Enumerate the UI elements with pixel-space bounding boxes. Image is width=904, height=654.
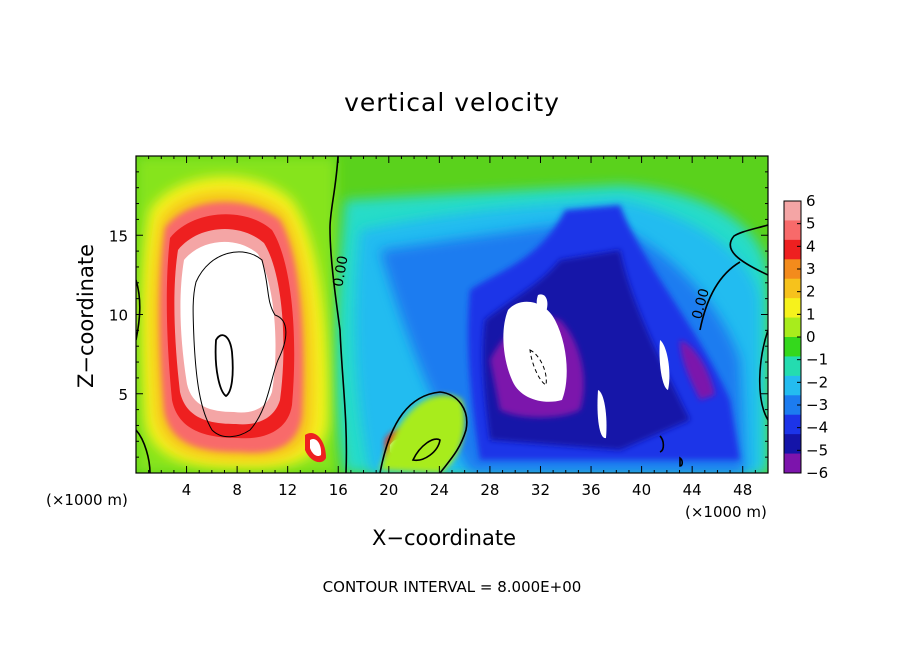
- colorbar-swatch: [784, 434, 801, 455]
- colorbar-label: 5: [806, 215, 816, 233]
- x-tick-label: 48: [733, 481, 752, 499]
- x-tick-label: 16: [329, 481, 348, 499]
- x-unit-label-right: (×1000 m): [685, 503, 767, 521]
- x-tick-label: 44: [683, 481, 702, 499]
- x-tick-label: 32: [531, 481, 550, 499]
- colorbar-label: −2: [806, 373, 828, 391]
- colorbar-label: 3: [806, 260, 816, 278]
- colorbar-swatch: [784, 337, 801, 357]
- colorbar-label: −6: [806, 464, 828, 482]
- contour-labels: 0.00 0.00: [330, 255, 712, 322]
- colorbar-swatch: [784, 201, 801, 221]
- contour-value-label: 0.00: [330, 255, 351, 288]
- updraft-contours: [192, 251, 287, 438]
- colorbar: 6 5 4 3 2 1 0 −1 −2 −3 −4 −5 −6: [783, 192, 828, 482]
- colorbar-swatch: [784, 395, 801, 416]
- colorbar-swatch: [784, 278, 801, 299]
- x-tick-label: 20: [379, 481, 398, 499]
- colorbar-label: 2: [806, 283, 816, 301]
- colorbar-label: −1: [806, 351, 828, 369]
- colorbar-swatch: [784, 356, 801, 377]
- colorbar-label: 0: [806, 328, 816, 346]
- x-tick-label: 12: [278, 481, 297, 499]
- x-axis: 4 8 12 16 20 24 28 32 36 40 44 48: [148, 156, 756, 499]
- colorbar-label: −4: [806, 419, 828, 437]
- colorbar-swatch: [784, 220, 801, 241]
- dashed-contours: [529, 349, 547, 386]
- colorbar-swatch: [784, 298, 801, 319]
- y-tick-label: 10: [109, 307, 128, 325]
- x-tick-label: 28: [480, 481, 499, 499]
- colorbar-swatch: [784, 375, 801, 396]
- chart-title: vertical velocity: [344, 88, 560, 117]
- colorbar-swatch: [784, 414, 801, 435]
- colorbar-swatch: [784, 259, 801, 280]
- y-tick-label: 15: [109, 227, 128, 245]
- x-tick-label: 36: [581, 481, 600, 499]
- x-tick-label: 24: [430, 481, 449, 499]
- colorbar-swatch: [784, 453, 801, 474]
- contour-value-label: 0.00: [689, 287, 713, 321]
- colorbar-swatch: [784, 239, 801, 260]
- colorbar-label: 4: [806, 237, 816, 255]
- contour-interval-note: CONTOUR INTERVAL = 8.000E+00: [322, 578, 582, 596]
- x-tick-label: 4: [182, 481, 192, 499]
- y-axis-label: Z−coordinate: [74, 244, 98, 388]
- y-axis: 5 10 15: [109, 171, 768, 458]
- x-tick-label: 8: [232, 481, 242, 499]
- contour-lines: [136, 156, 768, 473]
- colorbar-label: −3: [806, 396, 828, 414]
- colorbar-label: −5: [806, 441, 828, 459]
- y-tick-label: 5: [118, 386, 128, 404]
- colorbar-swatch: [784, 317, 801, 338]
- velocity-field: [136, 156, 768, 473]
- colorbar-label: 1: [806, 305, 816, 323]
- x-unit-label-left: (×1000 m): [46, 491, 128, 509]
- colorbar-label: 6: [806, 192, 816, 210]
- x-tick-label: 40: [632, 481, 651, 499]
- x-axis-label: X−coordinate: [372, 526, 516, 550]
